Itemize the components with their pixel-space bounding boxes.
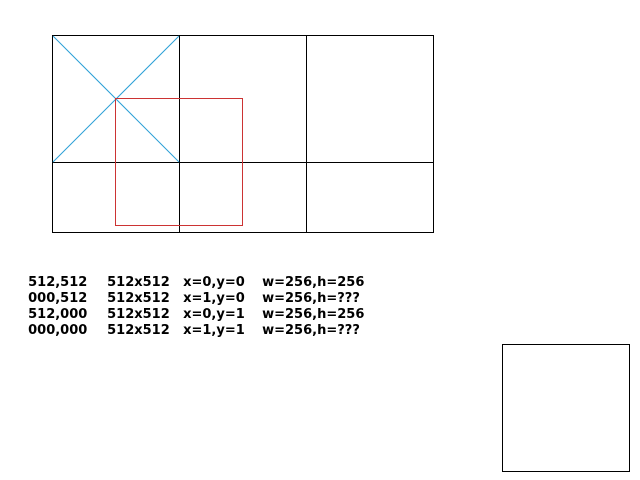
readout-row: 000,000 512x512 x=1,y=1 w=256,h=???	[10, 307, 364, 338]
readout-tile: x=1,y=0	[183, 291, 245, 306]
readout-tile: x=0,y=0	[183, 275, 245, 290]
readout-dims: w=256,h=256	[262, 307, 365, 322]
readout-row: 000,512 512x512 x=1,y=0 w=256,h=???	[10, 275, 364, 306]
readout-tile: x=0,y=1	[183, 307, 245, 322]
readout-size: 512x512	[107, 275, 170, 290]
readout-dims: w=256,h=???	[262, 291, 360, 306]
readout-offset: 000,000	[28, 323, 88, 338]
readout-offset: 512,000	[28, 307, 88, 322]
readout-dims: w=256,h=256	[262, 275, 365, 290]
tile-preview-box	[502, 344, 630, 472]
readout-row: 512,512 512x512 x=0,y=0 w=256,h=256	[10, 259, 364, 290]
readout-size: 512x512	[107, 307, 170, 322]
readout-tile: x=1,y=1	[183, 323, 245, 338]
readout-dims: w=256,h=???	[262, 323, 360, 338]
readout-offset: 000,512	[28, 291, 88, 306]
readout-row: 512,000 512x512 x=0,y=1 w=256,h=256	[10, 291, 364, 322]
tile-readout: 512,512 512x512 x=0,y=0 w=256,h=256 000,512…	[10, 259, 364, 338]
grid-outline	[52, 35, 434, 233]
selection-rectangle	[115, 98, 243, 226]
readout-size: 512x512	[107, 323, 170, 338]
readout-offset: 512,512	[28, 275, 88, 290]
readout-size: 512x512	[107, 291, 170, 306]
